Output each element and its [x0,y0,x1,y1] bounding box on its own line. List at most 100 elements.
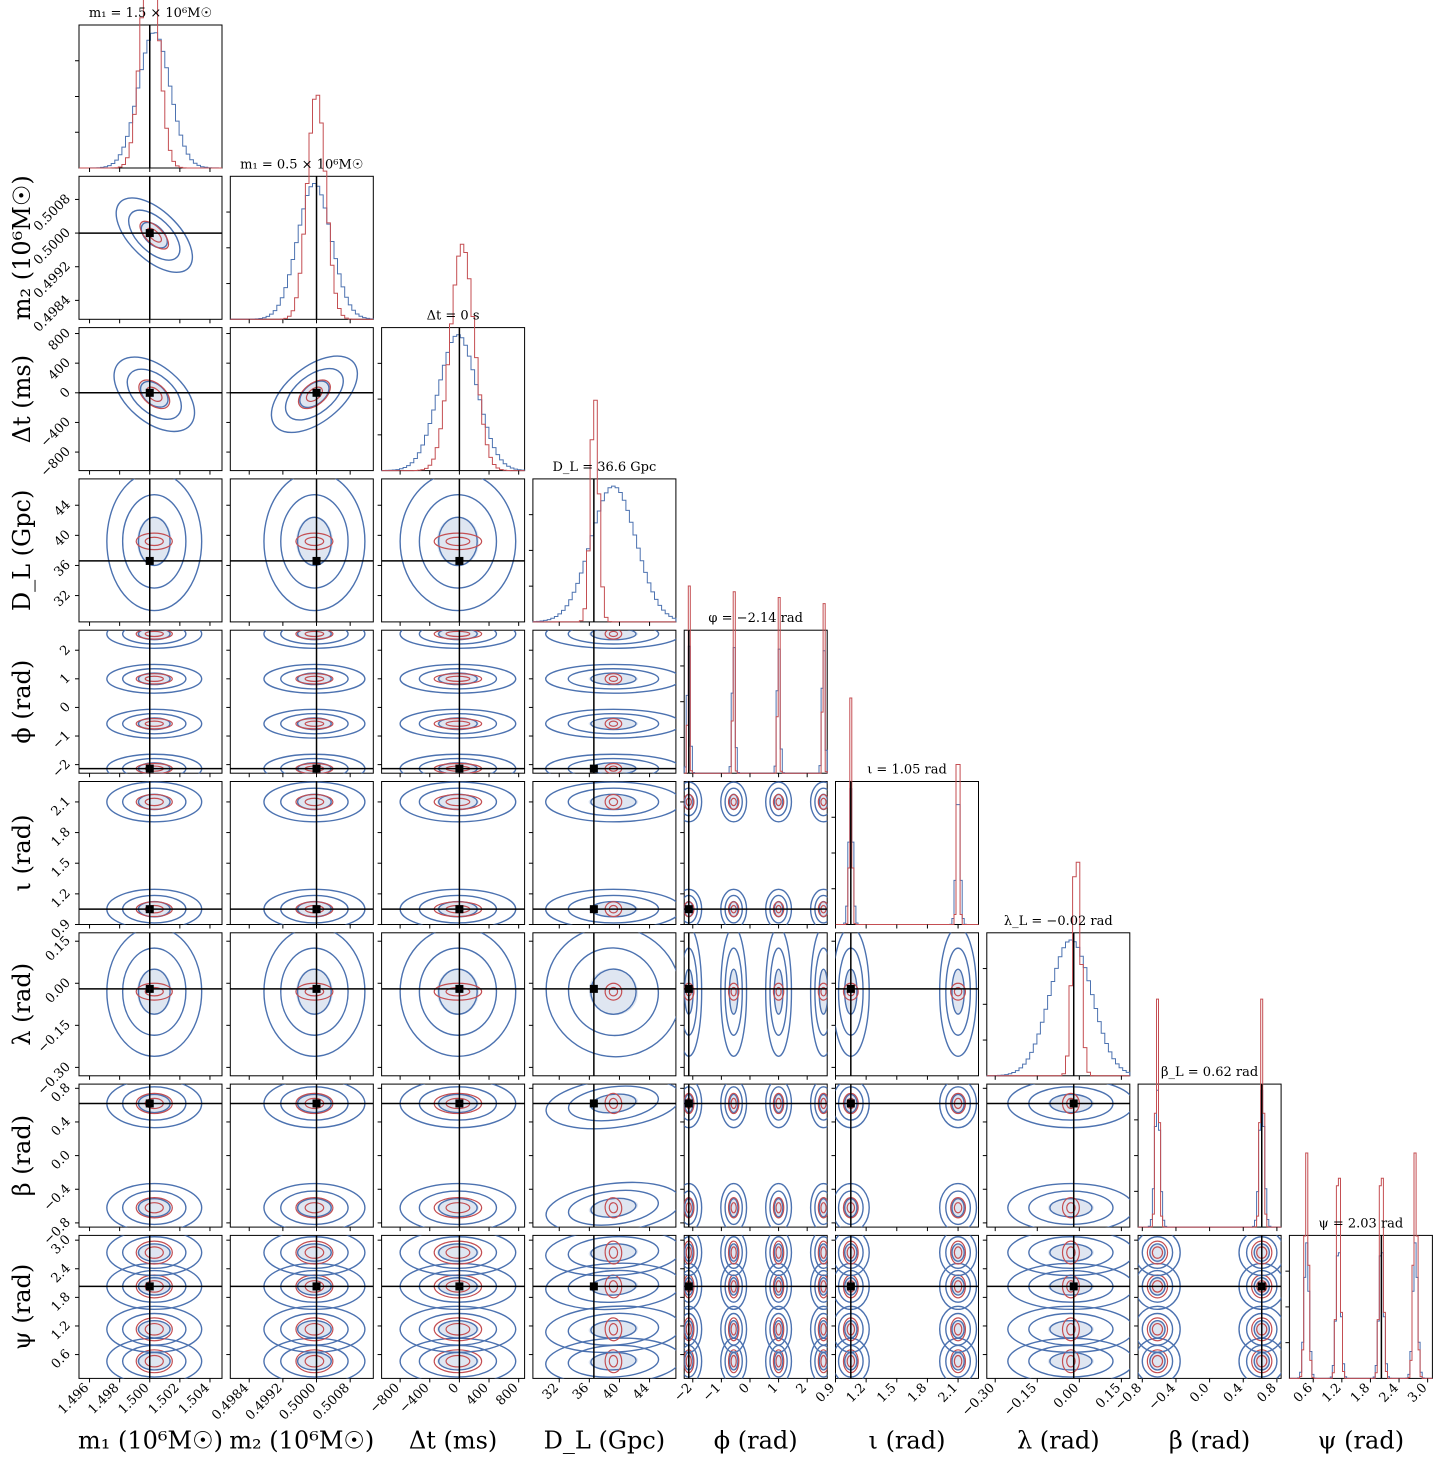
panel-m1-m1: m₁ = 1.5 × 10⁶M☉ [75,0,223,172]
panel-frame [835,781,979,925]
density-core [295,630,333,639]
truth-marker [455,905,464,914]
panel-frame [78,175,223,320]
x-tick-label: 800 [493,1381,521,1409]
contour-primary [121,712,187,735]
contour-secondary [817,982,828,1001]
contour-primary [720,1305,748,1353]
contour-secondary [305,386,323,403]
panel-title: m₁ = 1.5 × 10⁶M☉ [89,6,212,21]
panel-beta-dt [377,1083,526,1232]
contour-secondary [135,1349,173,1374]
contour-primary [567,1085,660,1122]
truth-marker [145,905,154,914]
x-tick-label: 0.8 [1254,1381,1279,1406]
density-core [136,516,172,567]
panel-dt-dt: Δt = 0 s [377,243,526,475]
contour-secondary [604,1349,623,1374]
density-core [588,630,639,639]
x-tick-label: −0.4 [1146,1381,1179,1414]
contour-secondary [304,1202,325,1214]
contour-secondary [1066,1322,1076,1336]
y-tick-label: 0.4 [49,1114,74,1139]
density-core [951,1244,965,1261]
truth-marker [312,1282,321,1291]
contour-primary [938,1235,978,1277]
x-tick-label: 1.496 [55,1381,92,1418]
contour-primary [137,968,171,1015]
contour-primary [1049,1319,1093,1339]
panel-psi-beta: −0.8 −0.4 0.0 0.4 0.8 [1112,1234,1282,1414]
panel-phi-dt [377,629,526,778]
truth-marker [145,1099,154,1108]
contour-primary [1138,1235,1181,1277]
density-core [951,1199,965,1217]
marginal-hist-primary [381,334,526,471]
contour-secondary [433,793,483,810]
truth-marker [684,984,693,993]
contour-secondary [304,1354,325,1368]
contour-primary [814,1190,828,1226]
contour-primary [418,947,498,1036]
panel-iota-m2 [226,781,374,929]
truth-marker [846,1282,855,1291]
contour-secondary [433,1197,483,1219]
contour-primary [140,221,169,249]
truth-marker [312,388,321,397]
contour-primary [126,368,182,420]
contour-primary [769,1190,788,1226]
x-tick-label: 2.4 [1377,1381,1402,1406]
y-tick-label: 2.1 [49,794,74,819]
contour-primary [437,1197,478,1218]
contour-primary [137,1319,171,1339]
truth-marker [145,1282,154,1291]
contour-secondary [820,797,827,807]
contour-secondary [1146,1240,1169,1265]
contours [545,1084,676,1228]
density-core [951,1321,965,1338]
truth-marker [589,984,598,993]
contour-secondary [772,1349,785,1374]
y-tick-label: −0.4 [41,1181,74,1214]
contour-secondary [772,1317,785,1342]
contour-secondary [304,797,325,807]
contour-primary [1028,1312,1114,1346]
contour-primary [567,787,660,817]
panel-iota-dl [528,781,677,929]
contour-secondary [775,1202,782,1214]
marginal-hist-secondary [532,399,676,623]
contour-secondary [295,982,334,1001]
contour-primary [437,717,478,731]
contour-primary [280,630,349,645]
contour-primary [263,932,366,1057]
x-tick-label: 0.9 [813,1381,838,1406]
contour-primary [769,947,788,1036]
truth-marker [312,984,321,993]
contour-secondary [820,1354,827,1368]
y-axis-label: ψ (rad) [8,1264,36,1350]
contour-secondary [445,1322,471,1336]
panel-frame [78,327,223,472]
panel-phi-phi: φ = −2.14 rad [680,585,828,778]
contour-primary [765,1182,793,1228]
contour-secondary [139,220,170,250]
contour-secondary [1061,1197,1080,1219]
contour-primary [418,712,498,735]
contour-primary [1007,1182,1130,1228]
contour-primary [296,630,332,641]
truth-marker [145,388,154,397]
contour-secondary [433,1317,483,1342]
panel-iota-phi [680,781,828,929]
contour-primary [106,663,203,694]
contour-secondary [727,1317,740,1342]
contour-primary [437,630,478,641]
y-axis-label: λ (rad) [8,963,36,1046]
contour-secondary [950,1240,967,1265]
contour-secondary [730,986,737,997]
contour-secondary [775,986,782,997]
contour-primary [106,630,203,649]
contour-primary [938,932,978,1057]
contour-secondary [817,1317,828,1342]
contour-primary [263,1305,366,1353]
y-tick-label: 0.5008 [31,192,74,235]
